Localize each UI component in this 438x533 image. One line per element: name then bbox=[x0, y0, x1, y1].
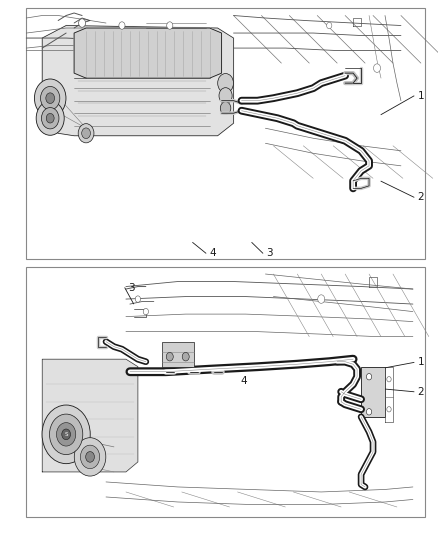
Text: 2: 2 bbox=[417, 192, 424, 202]
Circle shape bbox=[327, 22, 332, 29]
Circle shape bbox=[81, 128, 90, 139]
Circle shape bbox=[367, 409, 372, 415]
Polygon shape bbox=[42, 359, 138, 472]
Text: 4: 4 bbox=[240, 376, 247, 386]
Circle shape bbox=[119, 22, 125, 29]
Circle shape bbox=[374, 64, 381, 72]
Text: 1: 1 bbox=[417, 358, 424, 367]
Circle shape bbox=[143, 309, 148, 315]
Circle shape bbox=[387, 376, 391, 382]
Circle shape bbox=[41, 86, 60, 110]
Circle shape bbox=[182, 352, 189, 361]
Text: 1: 1 bbox=[417, 91, 424, 101]
Circle shape bbox=[57, 423, 76, 446]
Text: 2: 2 bbox=[417, 387, 424, 397]
Circle shape bbox=[218, 74, 233, 93]
Text: S: S bbox=[64, 432, 68, 437]
Circle shape bbox=[42, 108, 59, 129]
Circle shape bbox=[166, 352, 173, 361]
Text: 3: 3 bbox=[266, 248, 273, 258]
Circle shape bbox=[167, 22, 173, 29]
Circle shape bbox=[135, 296, 141, 302]
Circle shape bbox=[318, 295, 325, 303]
Text: 3: 3 bbox=[128, 283, 135, 293]
Circle shape bbox=[86, 451, 95, 462]
Circle shape bbox=[74, 438, 106, 476]
Bar bbox=[162, 342, 194, 367]
Circle shape bbox=[81, 445, 100, 469]
Circle shape bbox=[49, 414, 83, 455]
Polygon shape bbox=[42, 26, 233, 136]
Text: 4: 4 bbox=[209, 248, 216, 258]
Polygon shape bbox=[74, 28, 222, 78]
Bar bbox=[361, 367, 385, 417]
Circle shape bbox=[367, 374, 372, 380]
Circle shape bbox=[78, 19, 85, 27]
Circle shape bbox=[78, 124, 94, 143]
Circle shape bbox=[62, 429, 71, 440]
Circle shape bbox=[42, 405, 90, 464]
Circle shape bbox=[46, 93, 55, 103]
Bar bbox=[26, 266, 425, 517]
Circle shape bbox=[220, 102, 231, 115]
Circle shape bbox=[46, 114, 54, 123]
Circle shape bbox=[35, 79, 66, 117]
Bar bbox=[26, 8, 425, 259]
Circle shape bbox=[219, 87, 232, 103]
Circle shape bbox=[36, 101, 64, 135]
Circle shape bbox=[387, 407, 391, 412]
